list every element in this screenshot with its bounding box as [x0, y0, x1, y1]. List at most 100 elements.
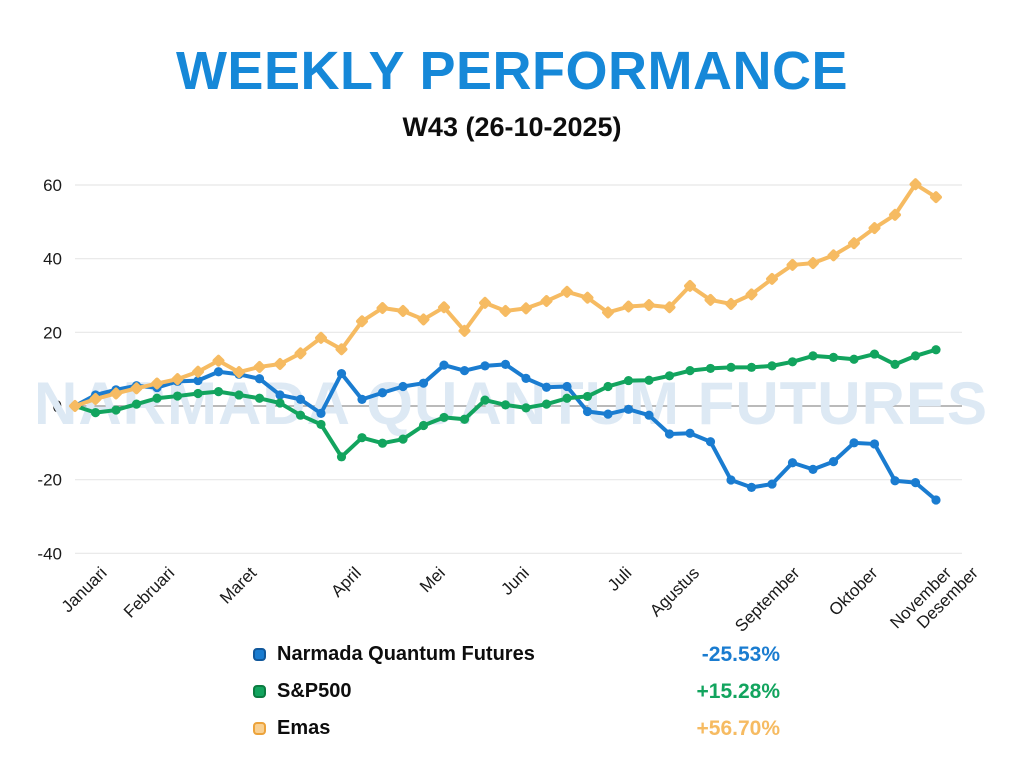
y-axis-tick-label: 0	[53, 397, 62, 416]
data-point-marker-s-p500	[193, 388, 203, 399]
data-point-marker-emas	[643, 299, 655, 312]
data-point-marker-emas	[212, 354, 225, 367]
x-axis-month-label: Oktober	[825, 563, 881, 619]
data-point-marker-narmada-quantum-futures	[480, 361, 490, 371]
data-point-marker-emas	[602, 306, 614, 319]
x-axis-month-label: Agustus	[646, 563, 703, 620]
data-point-marker-narmada-quantum-futures	[828, 457, 839, 467]
data-point-marker-emas	[274, 358, 286, 370]
chart-legend: Narmada Quantum Futures -25.53% S&P500 +…	[253, 636, 780, 747]
narmada-series-swatch-icon	[253, 648, 266, 661]
x-axis-month-label: Juni	[497, 563, 532, 598]
data-point-marker-narmada-quantum-futures	[336, 368, 347, 379]
data-point-marker-s-p500	[131, 399, 142, 409]
data-point-marker-narmada-quantum-futures	[869, 439, 880, 449]
data-point-marker-s-p500	[500, 400, 511, 410]
data-point-marker-emas	[561, 285, 573, 298]
data-point-marker-emas	[663, 301, 676, 314]
data-point-marker-emas	[581, 291, 594, 304]
data-point-marker-narmada-quantum-futures	[767, 479, 777, 489]
x-axis-month-label: Januari	[58, 563, 111, 616]
data-point-marker-s-p500	[808, 351, 818, 361]
data-point-marker-emas	[622, 300, 635, 313]
data-point-marker-emas	[69, 400, 81, 412]
data-point-marker-narmada-quantum-futures	[459, 366, 470, 376]
data-point-marker-emas	[909, 178, 922, 191]
data-point-marker-narmada-quantum-futures	[890, 476, 900, 486]
data-point-marker-narmada-quantum-futures	[213, 367, 224, 377]
data-point-marker-emas	[766, 272, 778, 285]
data-point-marker-narmada-quantum-futures	[562, 381, 572, 392]
x-axis-month-label: Februari	[120, 563, 178, 621]
data-point-marker-s-p500	[767, 361, 777, 371]
data-point-marker-s-p500	[787, 357, 798, 367]
data-point-marker-s-p500	[746, 362, 757, 372]
data-point-marker-emas	[438, 301, 450, 314]
data-point-marker-s-p500	[418, 420, 429, 431]
data-point-marker-s-p500	[234, 390, 244, 400]
data-point-marker-emas	[807, 257, 819, 270]
data-point-marker-s-p500	[582, 391, 593, 402]
data-point-marker-emas	[397, 305, 409, 317]
data-point-marker-narmada-quantum-futures	[910, 478, 921, 488]
data-point-marker-narmada-quantum-futures	[295, 394, 306, 404]
data-point-marker-s-p500	[254, 393, 265, 403]
data-point-marker-emas	[725, 298, 737, 310]
data-point-marker-narmada-quantum-futures	[931, 495, 941, 505]
data-point-marker-emas	[151, 377, 163, 390]
data-point-marker-narmada-quantum-futures	[316, 408, 326, 418]
data-point-marker-narmada-quantum-futures	[357, 394, 367, 404]
data-point-marker-s-p500	[172, 391, 183, 401]
data-point-marker-s-p500	[664, 371, 675, 381]
data-point-marker-emas	[479, 296, 491, 309]
data-point-marker-emas	[889, 208, 901, 221]
data-point-marker-narmada-quantum-futures	[705, 437, 716, 447]
y-axis-tick-label: 40	[43, 250, 62, 269]
data-point-marker-emas	[745, 288, 758, 301]
y-axis-tick-label: -40	[37, 544, 62, 563]
x-axis-month-label: Maret	[216, 563, 260, 607]
legend-item-sp500[interactable]: S&P500 +15.28%	[253, 673, 780, 710]
data-point-marker-s-p500	[521, 403, 531, 413]
data-point-marker-s-p500	[726, 362, 736, 372]
data-point-marker-s-p500	[562, 393, 572, 403]
data-point-marker-emas	[376, 302, 389, 314]
data-point-marker-s-p500	[336, 452, 347, 462]
legend-item-narmada-quantum-futures[interactable]: Narmada Quantum Futures -25.53%	[253, 636, 780, 673]
data-point-marker-emas	[684, 279, 696, 292]
legend-item-emas[interactable]: Emas +56.70%	[253, 710, 780, 747]
data-point-marker-narmada-quantum-futures	[644, 410, 654, 420]
data-point-marker-narmada-quantum-futures	[808, 464, 818, 474]
data-point-marker-narmada-quantum-futures	[726, 475, 736, 485]
data-point-marker-narmada-quantum-futures	[521, 373, 531, 383]
data-point-marker-emas	[356, 315, 368, 328]
data-point-marker-s-p500	[316, 419, 326, 430]
data-point-marker-s-p500	[90, 408, 101, 418]
data-point-marker-emas	[253, 360, 266, 373]
data-point-marker-narmada-quantum-futures	[439, 360, 449, 370]
data-point-marker-narmada-quantum-futures	[603, 409, 613, 419]
data-point-marker-emas	[930, 191, 942, 204]
data-point-marker-emas	[171, 373, 184, 386]
data-point-marker-s-p500	[357, 433, 367, 443]
data-point-marker-s-p500	[623, 375, 634, 386]
data-point-marker-s-p500	[152, 393, 162, 403]
data-point-marker-emas	[192, 365, 204, 378]
data-point-marker-narmada-quantum-futures	[623, 404, 634, 414]
legend-value: +56.70%	[696, 716, 781, 740]
data-point-marker-s-p500	[295, 410, 306, 420]
legend-label: Narmada Quantum Futures	[277, 643, 535, 665]
data-point-marker-emas	[868, 222, 881, 235]
legend-label: Emas	[277, 717, 331, 739]
data-point-marker-narmada-quantum-futures	[685, 428, 695, 438]
data-point-marker-emas	[89, 393, 102, 405]
x-axis-month-label: April	[327, 563, 364, 600]
data-point-marker-narmada-quantum-futures	[377, 388, 388, 398]
data-point-marker-narmada-quantum-futures	[541, 382, 552, 392]
data-point-marker-emas	[335, 343, 348, 356]
data-point-marker-s-p500	[849, 354, 859, 364]
data-point-marker-emas	[520, 302, 532, 315]
data-point-marker-s-p500	[685, 366, 695, 376]
data-point-marker-s-p500	[213, 387, 224, 397]
